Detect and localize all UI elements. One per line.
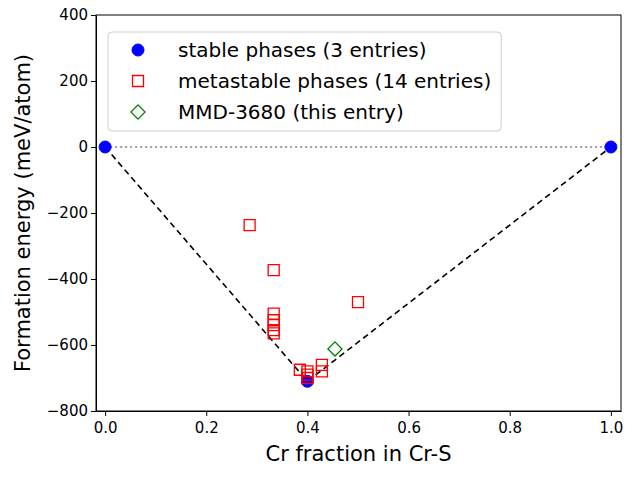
y-tick-label: −200 bbox=[47, 204, 88, 222]
legend-marker bbox=[131, 105, 145, 119]
line bbox=[105, 146, 611, 148]
point bbox=[352, 297, 363, 308]
y-axis-title: Formation energy (meV/atom) bbox=[11, 54, 35, 372]
x-tick: 0.4 bbox=[296, 411, 320, 437]
line bbox=[105, 147, 611, 381]
y-tick-mark bbox=[91, 15, 96, 16]
y-tick: −800 bbox=[47, 402, 96, 420]
y-tick-mark bbox=[91, 279, 96, 280]
plot-area bbox=[99, 141, 617, 387]
chart: 0.0 0.2 0.4 0.6 0.8 1.0 −800 −600 −400 −200 0 200 40… bbox=[0, 0, 640, 480]
marker-shape bbox=[99, 141, 111, 153]
y-tick-mark bbox=[91, 147, 96, 148]
x-tick-mark bbox=[510, 411, 511, 416]
legend-label: stable phases (3 entries) bbox=[178, 38, 427, 62]
legend-box bbox=[108, 32, 501, 131]
marker-shape bbox=[133, 76, 144, 87]
legend: stable phases (3 entries) metastable phas… bbox=[108, 32, 501, 131]
marker-shape bbox=[316, 359, 327, 370]
y-tick-mark bbox=[91, 81, 96, 82]
x-tick-label: 0.4 bbox=[296, 419, 320, 437]
point bbox=[316, 359, 327, 370]
legend-label: metastable phases (14 entries) bbox=[178, 69, 491, 93]
x-tick: 0.2 bbox=[195, 411, 219, 437]
y-tick-label: 0 bbox=[78, 138, 88, 156]
marker-shape bbox=[302, 366, 313, 377]
point bbox=[268, 265, 279, 276]
marker-shape bbox=[316, 366, 327, 377]
legend-marker bbox=[132, 44, 144, 56]
marker-shape bbox=[328, 342, 342, 356]
x-axis-line bbox=[97, 411, 622, 412]
y-tick-label: −800 bbox=[47, 402, 88, 420]
point bbox=[244, 220, 255, 231]
x-tick: 0.0 bbox=[94, 411, 118, 437]
plot-frame bbox=[96, 15, 621, 411]
marker-shape bbox=[302, 373, 313, 384]
point bbox=[605, 141, 617, 153]
y-tick-label: 400 bbox=[59, 6, 88, 24]
x-tick-mark bbox=[105, 411, 106, 416]
x-tick-label: 0.2 bbox=[195, 419, 219, 437]
marker-shape bbox=[605, 141, 617, 153]
y-tick-label: −400 bbox=[47, 270, 88, 288]
point bbox=[316, 366, 327, 377]
x-tick-label: 0.8 bbox=[498, 419, 522, 437]
y-tick-mark bbox=[91, 213, 96, 214]
y-tick: −400 bbox=[47, 270, 96, 288]
marker-shape bbox=[268, 308, 279, 319]
point bbox=[268, 308, 279, 319]
point bbox=[302, 369, 313, 380]
x-tick: 0.6 bbox=[397, 411, 421, 437]
y-tick: 200 bbox=[59, 72, 96, 90]
x-tick-mark bbox=[307, 411, 308, 416]
x-tick-mark bbox=[206, 411, 207, 416]
point bbox=[328, 342, 342, 356]
x-tick-mark bbox=[611, 411, 612, 416]
marker-shape bbox=[352, 297, 363, 308]
y-axis: −800 −600 −400 −200 0 200 400 bbox=[47, 6, 97, 420]
x-tick-label: 1.0 bbox=[599, 419, 623, 437]
marker-shape bbox=[268, 325, 279, 336]
point bbox=[268, 325, 279, 336]
y-tick-mark bbox=[91, 345, 96, 346]
point bbox=[302, 366, 313, 377]
y-tick: 400 bbox=[59, 6, 96, 24]
x-tick-label: 0.0 bbox=[94, 419, 118, 437]
x-tick: 0.8 bbox=[498, 411, 522, 437]
marker-shape bbox=[268, 328, 279, 339]
marker-shape bbox=[302, 369, 313, 380]
y-tick-label: −600 bbox=[47, 336, 88, 354]
marker-shape bbox=[268, 265, 279, 276]
x-tick-label: 0.6 bbox=[397, 419, 421, 437]
y-tick-label: 200 bbox=[59, 72, 88, 90]
x-tick: 1.0 bbox=[599, 411, 623, 437]
legend-marker bbox=[133, 76, 144, 87]
x-axis: 0.0 0.2 0.4 0.6 0.8 1.0 bbox=[94, 411, 624, 437]
point bbox=[268, 328, 279, 339]
x-tick-mark bbox=[409, 411, 410, 416]
x-axis-title: Cr fraction in Cr-S bbox=[266, 442, 452, 466]
point bbox=[99, 141, 111, 153]
point bbox=[302, 373, 313, 384]
y-tick: 0 bbox=[78, 138, 96, 156]
y-tick: −600 bbox=[47, 336, 96, 354]
y-axis-line bbox=[96, 16, 97, 412]
marker-shape bbox=[131, 105, 145, 119]
marker-shape bbox=[244, 220, 255, 231]
marker-shape bbox=[132, 44, 144, 56]
legend-label: MMD-3680 (this entry) bbox=[178, 100, 404, 124]
y-tick-mark bbox=[91, 411, 96, 412]
y-tick: −200 bbox=[47, 204, 96, 222]
